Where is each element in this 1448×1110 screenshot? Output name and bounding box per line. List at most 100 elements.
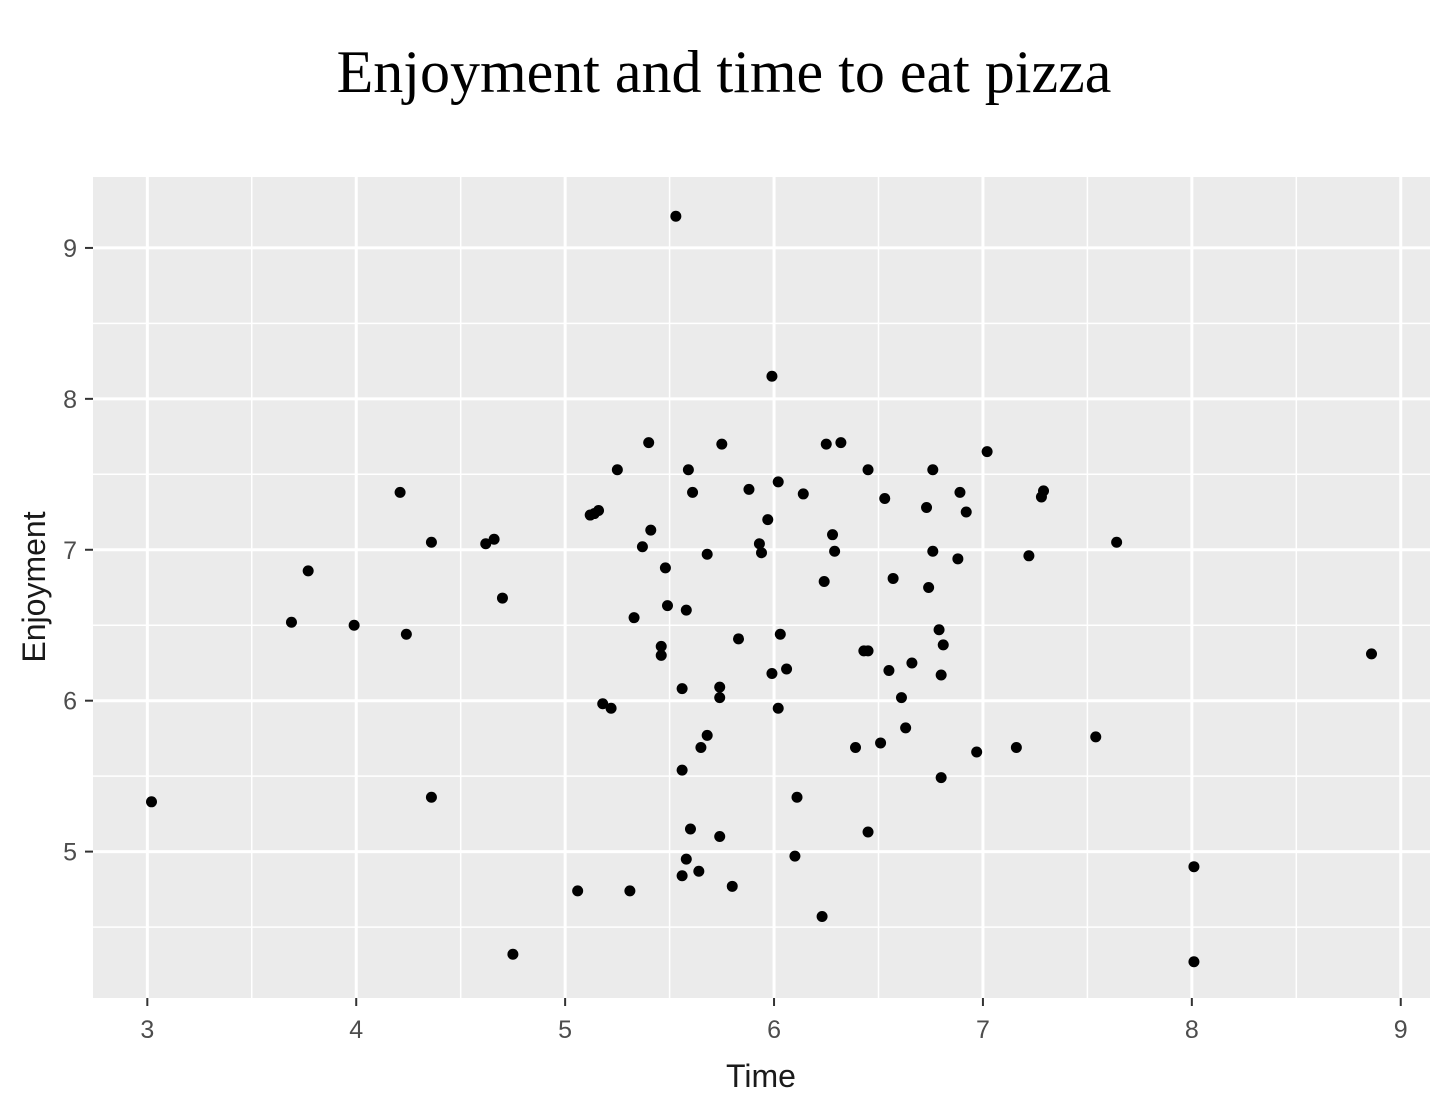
data-point [1038,485,1050,497]
data-point [597,698,609,710]
data-point [716,438,728,450]
minor-gridlines [93,177,1430,998]
data-point [425,536,437,548]
data-point [774,628,786,640]
data-point [643,437,655,449]
data-point [906,657,918,669]
y-tick-label: 6 [63,688,77,716]
data-point [960,506,972,518]
data-point [927,545,939,557]
data-point [954,486,966,498]
data-point [348,619,360,631]
data-point [927,464,939,476]
data-point [714,831,726,843]
data-point [680,853,692,865]
data-point [680,604,692,616]
data-point [1366,648,1378,660]
data-point [762,514,774,526]
data-point [676,870,688,882]
data-point [923,582,935,593]
data-point [480,538,492,550]
data-point [895,692,907,704]
data-point [781,663,793,675]
x-tick-label: 6 [767,1016,781,1044]
x-tick-label: 3 [140,1016,154,1044]
data-points [145,210,1378,968]
data-point [772,476,784,488]
data-point [820,438,832,450]
data-point [636,541,648,553]
data-point [887,572,899,584]
x-tick-label: 8 [1185,1016,1199,1044]
data-point [496,592,508,604]
y-axis: 5 6 7 8 9 [63,235,93,867]
y-tick-label: 5 [63,839,77,867]
data-point [645,524,657,536]
data-point [302,565,314,577]
data-point [1111,536,1123,548]
data-point [766,668,778,680]
data-point [714,681,726,693]
data-point [1188,956,1200,968]
data-point [695,741,707,753]
y-axis-title: Enjoyment [16,511,52,662]
data-point [701,729,713,741]
major-gridlines [93,177,1430,998]
data-point [655,649,667,661]
data-point [593,505,605,517]
data-point [952,553,964,565]
data-point [937,639,949,651]
data-point [935,669,947,681]
data-point [676,683,688,695]
data-point [693,865,705,877]
data-point [1010,741,1022,753]
data-point [394,486,406,498]
data-point [766,370,778,382]
data-point [971,746,983,758]
data-point [655,640,667,652]
data-point [659,562,671,574]
data-point [661,600,673,612]
data-point [670,210,682,222]
data-point [829,545,841,557]
data-point [827,529,839,541]
data-point [879,492,891,504]
data-point [743,483,755,495]
data-point [900,722,912,734]
data-point [488,533,500,545]
data-point [726,880,738,892]
data-point [797,488,809,500]
data-point [862,464,874,476]
x-tick-label: 7 [976,1016,990,1044]
plot-panel [93,177,1430,998]
data-point [572,885,584,897]
data-point [1090,731,1102,743]
data-point [791,791,803,803]
data-point [818,575,830,587]
data-point [605,702,617,714]
data-point [701,548,713,560]
data-point [835,437,847,449]
data-point [921,502,933,514]
data-point [285,616,297,628]
data-point [1023,550,1035,562]
data-point [628,612,640,624]
data-point [676,764,688,776]
data-point [883,665,895,677]
data-point [507,948,519,960]
y-tick-label: 7 [63,537,77,565]
data-point [624,885,636,897]
data-point [425,791,437,803]
data-point [714,692,726,704]
x-tick-label: 5 [558,1016,572,1044]
x-axis-title: Time [726,1058,796,1094]
x-tick-label: 4 [349,1016,363,1044]
data-point [756,547,767,559]
x-tick-label: 9 [1394,1016,1408,1044]
data-point [753,538,765,550]
data-point [789,850,801,862]
data-point [733,633,745,645]
data-point [981,446,993,458]
data-point [687,486,699,498]
